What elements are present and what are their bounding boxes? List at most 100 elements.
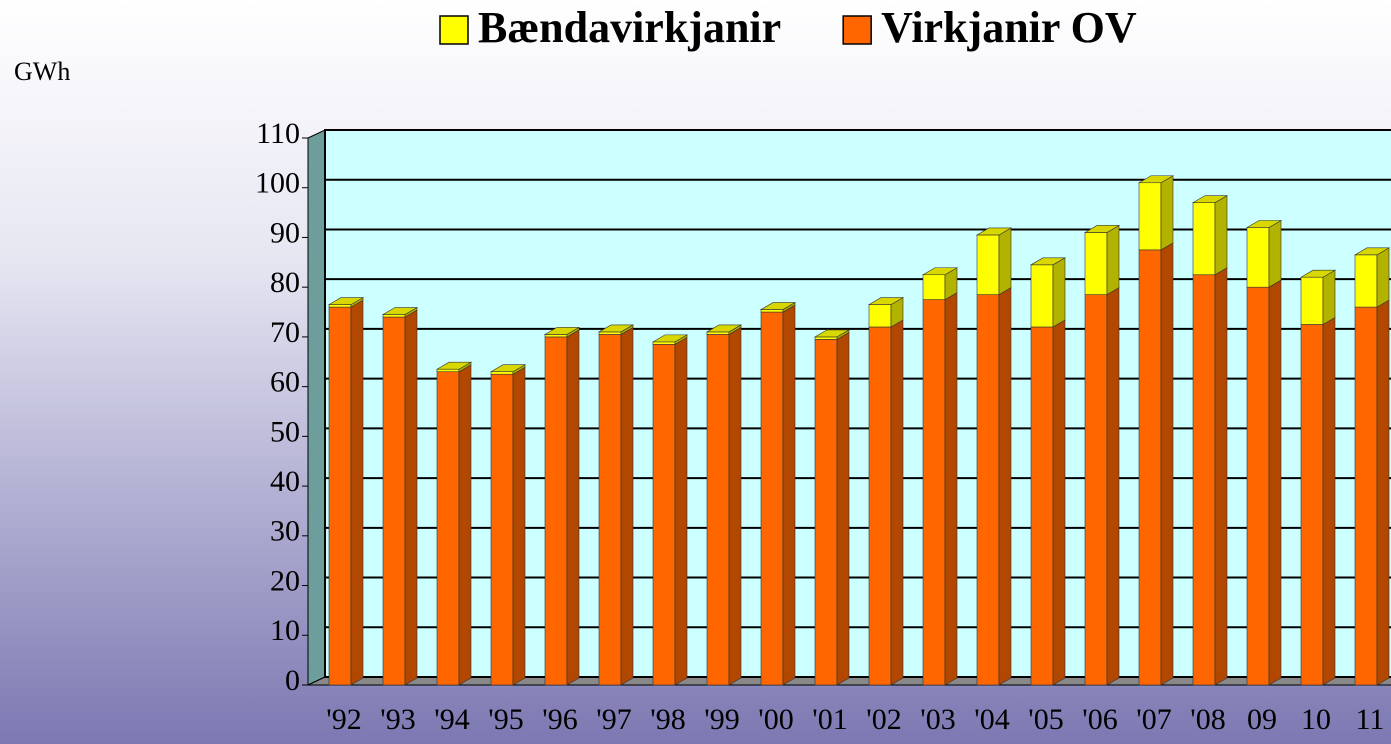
bar-segment [922,274,946,300]
bar-top [597,324,635,333]
bar-top [1245,220,1283,228]
bar-segment [1084,294,1108,686]
x-tick-label: 10 [1301,703,1331,736]
y-tick-label: 100 [255,167,300,200]
bar-side [728,326,742,686]
bar-segment [1192,274,1216,686]
bar-segment [544,334,568,338]
x-tick-label: '01 [812,703,847,736]
bar-segment [814,336,838,340]
x-tick-label: '93 [380,703,415,736]
x-tick-label: '03 [920,703,955,736]
bar-side [1214,195,1228,276]
bar-top [1353,247,1391,256]
bar-segment [1084,232,1108,295]
bar-side [1160,175,1174,251]
bar-segment [976,234,1000,295]
bar-side [782,304,796,686]
bar-segment [328,304,352,308]
bar-side [1052,257,1066,328]
y-tick-label: 10 [270,614,300,647]
legend-label: Bændavirkjanir [478,3,781,52]
bar-segment [1300,324,1324,686]
y-tick-label: 110 [256,117,300,150]
x-tick-label: '99 [704,703,739,736]
legend-swatch [439,15,469,45]
bar-segment [1030,264,1054,328]
bar-segment [868,304,892,328]
bar-segment [328,306,352,686]
bar-segment [922,299,946,686]
bar-top [1083,225,1121,233]
bar-side [836,331,850,686]
bar-top [705,324,743,333]
bar-top [813,329,851,338]
bar-segment [760,311,784,686]
x-tick-label: '00 [758,703,793,736]
back-wall [324,129,1391,678]
bar-side [998,287,1012,686]
bar-top [381,307,419,315]
bar-side [512,366,526,686]
bar-top [435,361,473,370]
legend-swatch [842,15,872,45]
y-tick-label: 60 [270,366,300,399]
bar-segment [1354,254,1378,308]
y-tick-label: 70 [270,316,300,349]
bar-segment [598,331,622,335]
y-tick-label: 90 [270,216,300,249]
bar-side [944,292,958,686]
bar-segment [1030,326,1054,686]
x-tick-label: '98 [650,703,685,736]
bar-segment [1138,182,1162,251]
bar-side [890,319,904,686]
bar-side [674,336,688,686]
bar-top [1137,175,1175,184]
x-tick-label: 09 [1247,703,1277,736]
bar-segment [868,326,892,686]
bar-top [867,297,905,305]
bar-segment [490,373,514,686]
bar-segment [382,314,406,318]
bar-top [489,364,527,373]
bar-top [543,327,581,335]
x-tick-label: 11 [1356,703,1385,736]
bar-side [458,364,472,686]
x-tick-label: '05 [1028,703,1063,736]
bar-side [1214,267,1228,686]
bar-top [1299,269,1337,278]
bar-segment [814,339,838,686]
bar-segment [436,368,460,373]
bar-top [759,302,797,310]
x-tick-label: '06 [1082,703,1117,736]
x-tick-label: '08 [1190,703,1225,736]
bar-side [566,329,580,686]
bar-segment [1246,227,1270,288]
x-tick-label: '02 [866,703,901,736]
bar-side [998,227,1012,296]
y-tick-label: 80 [270,266,300,299]
bar-segment [976,294,1000,686]
x-tick-label: '04 [974,703,1009,736]
x-tick-label: '07 [1136,703,1171,736]
bar-top [651,334,689,343]
bar-segment [1192,202,1216,276]
bar-side [620,326,634,686]
bar-segment [760,309,784,313]
bar-side [1376,299,1390,686]
x-tick-label: '94 [434,703,469,736]
bar-side [1106,287,1120,686]
bar-segment [598,334,622,686]
bar-segment [1246,286,1270,686]
y-tick-label: 30 [270,515,300,548]
bar-segment [706,331,730,335]
bar-side [1106,224,1120,296]
bar-side [1268,219,1282,288]
x-tick-label: '97 [596,703,631,736]
bar-segment [544,336,568,686]
bar-side [404,309,418,686]
bar-top [975,227,1013,236]
bar-side [350,299,364,686]
